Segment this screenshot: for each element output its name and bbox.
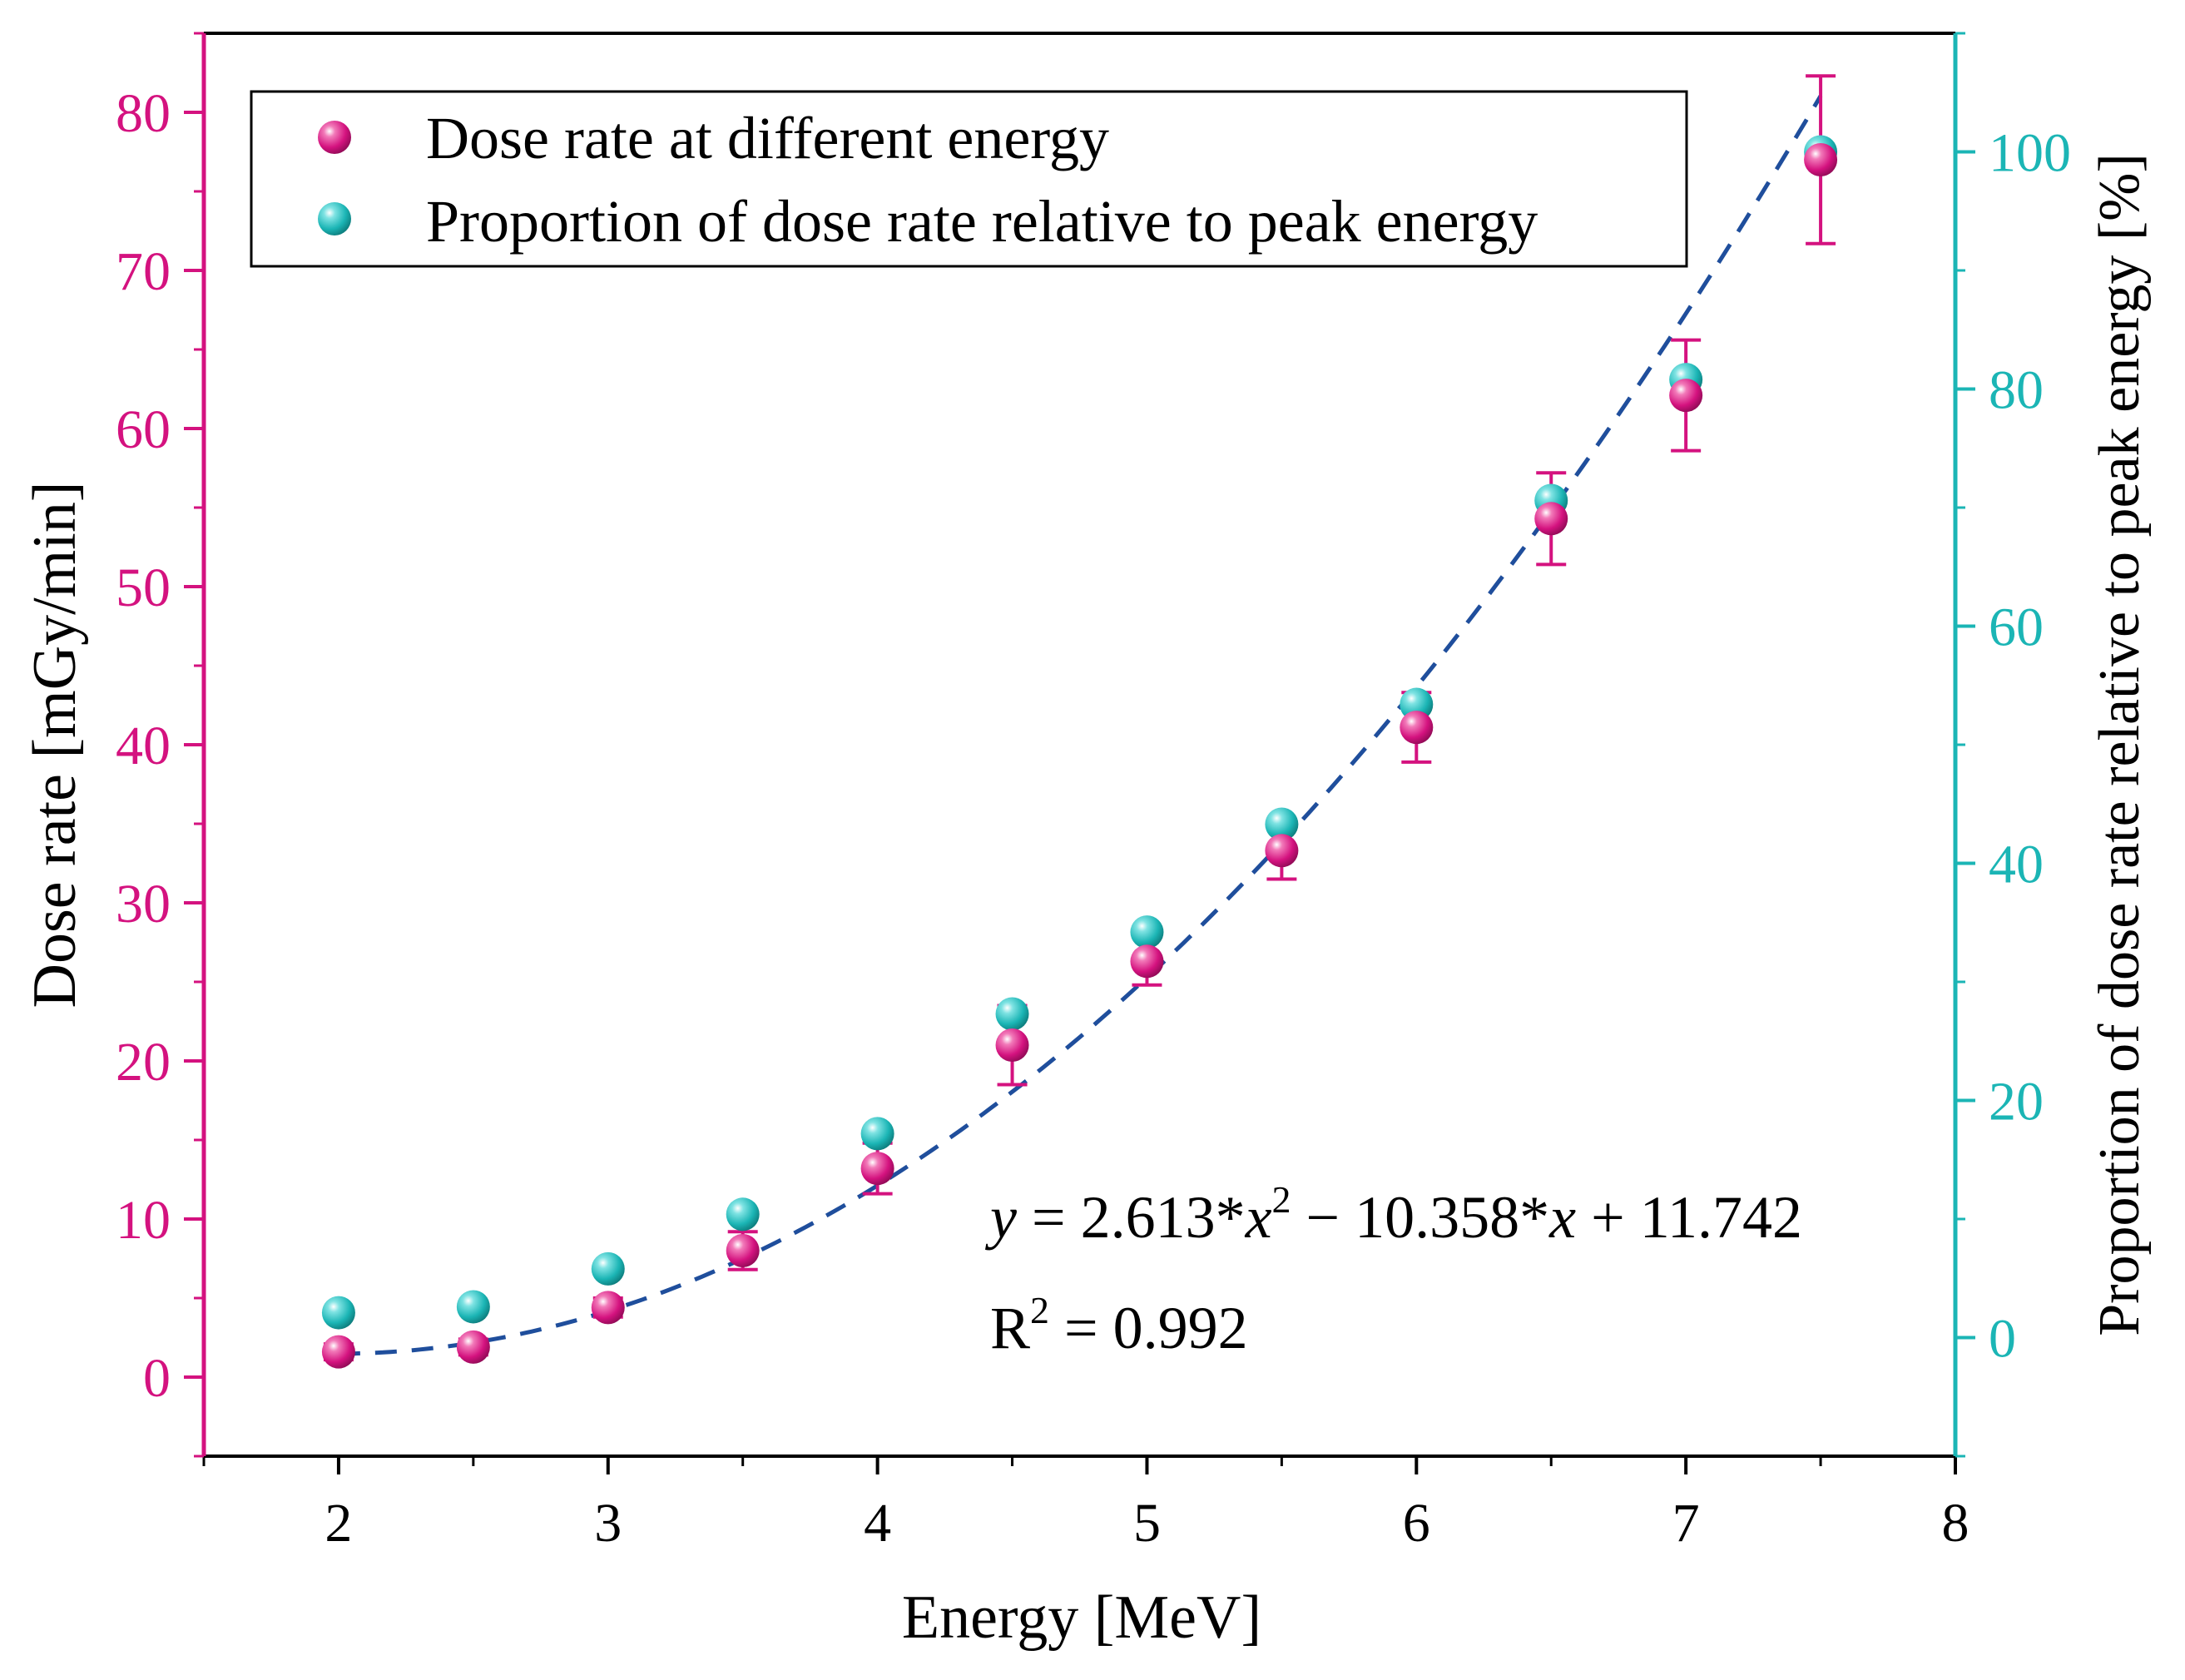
right-tick-label: 40 [1989,835,2044,895]
fit-equation: y = 2.613*x2 − 10.358*x + 11.742 [984,1178,1802,1251]
left-tick-label: 0 [143,1348,171,1409]
dose-rate-points [321,143,1838,1369]
legend-label-proportion: Proportion of dose rate relative to peak… [426,188,1538,255]
proportion-point [726,1197,760,1232]
x-tick-label: 3 [594,1493,622,1554]
r-squared-sup: 2 [1030,1289,1049,1331]
fit-equation-sup1: 2 [1272,1178,1291,1221]
right-axis-ticks: 0 20 40 60 80 100 [1955,32,2071,1458]
dose-rate-point [1130,944,1164,979]
dose-rate-point [591,1291,625,1325]
fit-equation-part3: + 11.742 [1576,1184,1802,1251]
x-axis-ticks: 2 3 4 5 6 7 8 [202,1456,1969,1554]
right-tick-label: 100 [1989,123,2071,184]
r-squared-r: R [990,1295,1030,1361]
proportion-point [591,1251,625,1286]
proportion-point [456,1290,490,1324]
fit-equation-x2: x [1548,1184,1576,1251]
fit-curve [338,95,1823,1356]
proportion-point [1400,687,1434,721]
right-tick-label: 20 [1989,1072,2044,1132]
proportion-point [1265,807,1299,841]
dose-rate-point [726,1234,760,1267]
legend-label-dose-rate: Dose rate at different energy [426,105,1109,171]
dose-rate-point [995,1028,1029,1062]
left-axis-label: Dose rate [mGy/min] [21,482,89,1008]
left-tick-label: 50 [116,558,171,618]
error-bars [323,74,1836,1362]
x-tick-label: 2 [325,1493,352,1554]
legend-marker-proportion [318,202,351,235]
x-axis-label: Energy [MeV] [902,1583,1261,1652]
proportion-point [995,997,1029,1031]
x-tick-label: 8 [1942,1493,1969,1554]
dose-rate-point [1265,834,1299,868]
left-axis-ticks: 0 10 20 30 40 50 60 70 80 [116,32,204,1458]
x-tick-label: 7 [1672,1493,1700,1554]
fit-equation-x1: x [1245,1184,1272,1251]
proportion-point [860,1117,894,1151]
legend-marker-dose-rate [318,121,351,154]
legend: Dose rate at different energy Proportion… [250,90,1688,268]
dose-rate-point [1400,711,1434,745]
right-tick-label: 80 [1989,360,2044,421]
right-axis-label: Proportion of dose rate relative to peak… [2088,153,2152,1336]
left-tick-label: 40 [116,716,171,776]
x-tick-label: 5 [1133,1493,1161,1554]
left-tick-label: 20 [116,1032,171,1093]
dose-rate-point [860,1152,894,1186]
proportion-points [321,135,1838,1330]
proportion-point [1130,915,1164,949]
dose-rate-point [1534,502,1568,536]
legend-box [250,90,1688,268]
fit-equation-part2: − 10.358* [1291,1184,1550,1251]
dose-rate-point [321,1335,355,1369]
fit-equation-y: y [984,1184,1017,1251]
dose-rate-point [456,1330,490,1364]
left-tick-label: 80 [116,83,171,144]
left-tick-label: 70 [116,241,171,302]
r-squared: R2 = 0.992 [990,1289,1248,1361]
proportion-point [321,1296,355,1330]
fit-equation-part1: = 2.613* [1017,1184,1246,1251]
right-tick-label: 60 [1989,597,2044,658]
left-tick-label: 30 [116,874,171,934]
left-tick-label: 60 [116,399,171,460]
right-tick-label: 0 [1989,1309,2016,1370]
x-tick-label: 4 [864,1493,891,1554]
left-tick-label: 10 [116,1190,171,1251]
r-squared-value: = 0.992 [1049,1295,1248,1361]
dose-rate-point [1669,379,1703,413]
x-tick-label: 6 [1403,1493,1430,1554]
dose-rate-point [1804,143,1838,176]
